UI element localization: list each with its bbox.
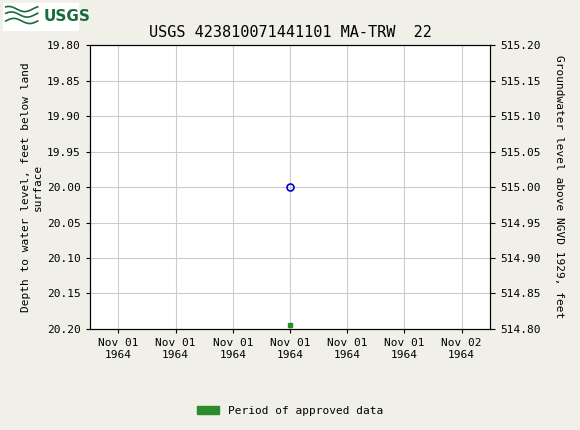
Y-axis label: Groundwater level above NGVD 1929, feet: Groundwater level above NGVD 1929, feet [554, 55, 564, 319]
Y-axis label: Depth to water level, feet below land
surface: Depth to water level, feet below land su… [21, 62, 43, 312]
Legend: Period of approved data: Period of approved data [193, 401, 387, 420]
Bar [3, 3, 78, 30]
Title: USGS 423810071441101 MA-TRW  22: USGS 423810071441101 MA-TRW 22 [148, 25, 432, 40]
Text: USGS: USGS [44, 9, 90, 24]
